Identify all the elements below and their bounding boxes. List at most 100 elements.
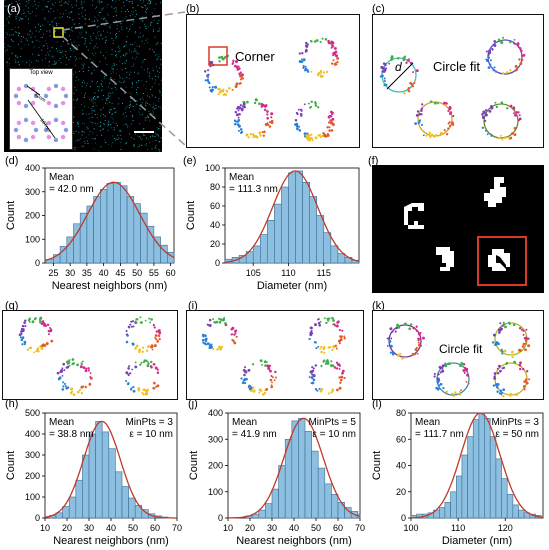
localization-dot bbox=[79, 57, 81, 59]
localization-dot bbox=[84, 9, 86, 11]
localization-dot bbox=[114, 79, 116, 81]
localization-dot bbox=[154, 75, 156, 77]
cluster-point bbox=[243, 105, 246, 109]
localization-dot bbox=[133, 146, 135, 148]
cluster-point bbox=[207, 69, 210, 72]
cluster-point bbox=[520, 54, 524, 57]
cluster-point bbox=[442, 387, 445, 390]
cluster-point bbox=[244, 382, 247, 385]
cluster-point bbox=[422, 134, 425, 137]
localization-dot bbox=[73, 23, 75, 25]
localization-dot bbox=[131, 2, 133, 4]
cluster-point bbox=[328, 129, 331, 132]
cluster-point bbox=[330, 112, 334, 116]
localization-dot bbox=[156, 127, 158, 129]
cluster-point bbox=[409, 323, 413, 326]
localization-dot bbox=[76, 99, 78, 101]
localization-dot bbox=[110, 70, 112, 72]
cluster-point bbox=[451, 392, 454, 395]
localization-dot bbox=[84, 40, 86, 42]
localization-dot bbox=[8, 16, 10, 18]
cluster-point bbox=[310, 333, 313, 336]
cluster-point bbox=[150, 318, 153, 321]
cluster-point bbox=[208, 318, 212, 322]
localization-dot bbox=[145, 9, 147, 11]
localization-dot bbox=[10, 13, 12, 15]
localization-dot bbox=[126, 27, 128, 29]
cluster-point bbox=[466, 373, 469, 377]
cluster-point bbox=[251, 363, 255, 366]
localization-dot bbox=[47, 51, 49, 53]
localization-dot bbox=[115, 34, 117, 36]
localization-dot bbox=[84, 142, 86, 144]
localization-dot bbox=[15, 56, 17, 58]
localization-dot bbox=[22, 13, 24, 15]
localization-dot bbox=[136, 82, 138, 84]
hist-bar bbox=[108, 448, 116, 519]
localization-dot bbox=[21, 60, 24, 62]
localization-dot bbox=[109, 78, 111, 80]
inset-protein-dot bbox=[53, 83, 59, 89]
cluster-point bbox=[493, 44, 497, 47]
localization-dot bbox=[132, 120, 134, 122]
localization-dot bbox=[129, 15, 131, 17]
hist-bar bbox=[439, 507, 446, 519]
cluster-point bbox=[439, 371, 442, 374]
cluster-point bbox=[311, 139, 314, 142]
localization-dot bbox=[141, 19, 143, 21]
localization-dot bbox=[146, 115, 148, 117]
localization-dot bbox=[112, 142, 114, 144]
localization-dot bbox=[56, 25, 58, 27]
localization-dot bbox=[36, 39, 38, 41]
hist-bar bbox=[323, 232, 332, 264]
localization-dot bbox=[127, 30, 129, 33]
localization-dot bbox=[126, 77, 128, 79]
cluster-point bbox=[389, 327, 393, 331]
hist-bar bbox=[75, 479, 83, 519]
cluster-point bbox=[135, 321, 138, 324]
localization-dot bbox=[77, 121, 79, 123]
cluster-point bbox=[524, 342, 527, 345]
localization-dot bbox=[159, 140, 161, 143]
cluster-point bbox=[134, 347, 137, 350]
localization-dot bbox=[120, 148, 122, 150]
y-tick-label: 80 bbox=[396, 408, 406, 418]
localization-dot bbox=[152, 95, 154, 97]
cluster-point bbox=[298, 129, 302, 132]
cluster-point bbox=[334, 344, 338, 348]
localization-dot bbox=[102, 94, 104, 97]
cluster-point bbox=[240, 76, 243, 79]
localization-dot bbox=[103, 124, 105, 126]
cluster-point bbox=[391, 351, 394, 354]
localization-dot bbox=[153, 50, 155, 52]
localization-dot bbox=[30, 29, 32, 31]
cluster-point bbox=[407, 86, 411, 90]
cluster-point bbox=[419, 337, 422, 341]
cluster-point bbox=[303, 103, 306, 106]
localization-dot bbox=[124, 111, 126, 113]
cluster-point bbox=[524, 339, 528, 343]
localization-dot bbox=[152, 12, 154, 14]
localization-dot bbox=[138, 107, 141, 109]
cluster-point bbox=[20, 338, 24, 342]
localization-dot bbox=[84, 105, 86, 108]
cluster-point bbox=[308, 376, 311, 379]
cluster-point bbox=[127, 325, 130, 328]
binary-image bbox=[404, 177, 527, 286]
localization-dot bbox=[68, 43, 70, 45]
localization-dot bbox=[111, 102, 113, 104]
inset-protein-dot bbox=[16, 134, 22, 140]
localization-dot bbox=[38, 1, 40, 3]
cluster-point bbox=[445, 102, 448, 105]
corner-box bbox=[208, 46, 228, 66]
cluster-point bbox=[212, 347, 215, 351]
localization-dot bbox=[159, 92, 161, 94]
cluster-point bbox=[134, 365, 138, 369]
localization-dot bbox=[120, 141, 122, 143]
localization-dot bbox=[87, 128, 89, 130]
localization-dot bbox=[9, 34, 11, 36]
localization-dot bbox=[48, 54, 50, 56]
localization-dot bbox=[149, 77, 151, 79]
cluster-point bbox=[463, 366, 466, 369]
y-tick-label: 400 bbox=[25, 429, 40, 439]
